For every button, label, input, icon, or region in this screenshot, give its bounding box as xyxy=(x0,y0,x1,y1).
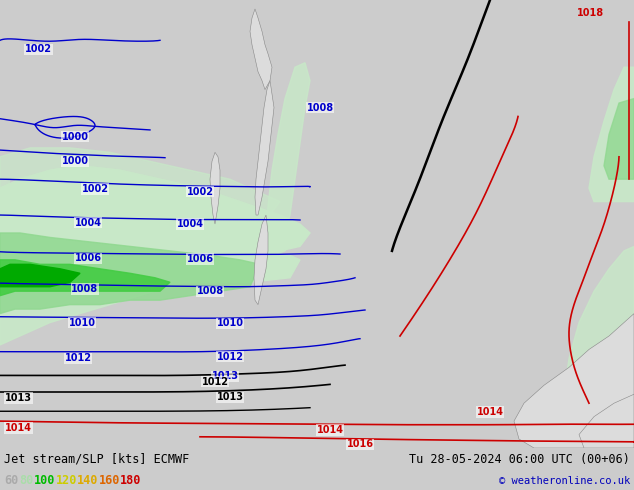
Text: 1016: 1016 xyxy=(347,440,373,449)
Text: 1002: 1002 xyxy=(25,44,52,54)
Polygon shape xyxy=(514,314,634,448)
Text: 100: 100 xyxy=(34,474,55,487)
Polygon shape xyxy=(0,233,260,314)
Text: 140: 140 xyxy=(77,474,98,487)
Text: 1013: 1013 xyxy=(212,371,238,381)
Polygon shape xyxy=(0,224,300,291)
Polygon shape xyxy=(564,246,634,448)
Text: 1012: 1012 xyxy=(216,352,243,362)
Text: Tu 28-05-2024 06:00 UTC (00+06): Tu 28-05-2024 06:00 UTC (00+06) xyxy=(409,453,630,466)
Text: 1008: 1008 xyxy=(72,284,98,294)
Text: 160: 160 xyxy=(98,474,120,487)
Text: 1002: 1002 xyxy=(186,187,214,197)
Polygon shape xyxy=(604,98,634,179)
Text: 1010: 1010 xyxy=(216,318,243,328)
Text: 1000: 1000 xyxy=(61,132,89,142)
Polygon shape xyxy=(589,67,634,201)
Polygon shape xyxy=(0,166,310,255)
Text: 1008: 1008 xyxy=(197,286,224,296)
Text: 1013: 1013 xyxy=(216,392,243,402)
Text: 1004: 1004 xyxy=(75,218,101,228)
Text: 1008: 1008 xyxy=(306,102,333,113)
Text: 1006: 1006 xyxy=(186,254,214,264)
Text: 1000: 1000 xyxy=(61,156,89,166)
Text: 1010: 1010 xyxy=(68,318,96,327)
Text: © weatheronline.co.uk: © weatheronline.co.uk xyxy=(499,476,630,486)
Polygon shape xyxy=(0,260,170,295)
Text: 1006: 1006 xyxy=(75,253,101,264)
Text: 1012: 1012 xyxy=(202,377,228,387)
Text: 180: 180 xyxy=(120,474,141,487)
Polygon shape xyxy=(250,9,272,90)
Polygon shape xyxy=(0,148,280,224)
Polygon shape xyxy=(255,81,274,215)
Text: 1012: 1012 xyxy=(65,353,91,364)
Text: 1004: 1004 xyxy=(176,219,204,229)
Text: 80: 80 xyxy=(19,474,33,487)
Text: 1018: 1018 xyxy=(577,8,604,19)
Text: 60: 60 xyxy=(4,474,18,487)
Polygon shape xyxy=(0,264,80,287)
Polygon shape xyxy=(0,166,295,345)
Text: 1002: 1002 xyxy=(82,184,108,194)
Polygon shape xyxy=(254,215,268,305)
Polygon shape xyxy=(265,63,310,278)
Text: Jet stream/SLP [kts] ECMWF: Jet stream/SLP [kts] ECMWF xyxy=(4,453,190,466)
Text: 1014: 1014 xyxy=(316,425,344,435)
Text: 1014: 1014 xyxy=(5,423,32,433)
Text: 1014: 1014 xyxy=(477,407,503,417)
Polygon shape xyxy=(579,394,634,448)
Polygon shape xyxy=(210,152,220,224)
Text: 1013: 1013 xyxy=(5,393,32,403)
Text: 120: 120 xyxy=(56,474,77,487)
